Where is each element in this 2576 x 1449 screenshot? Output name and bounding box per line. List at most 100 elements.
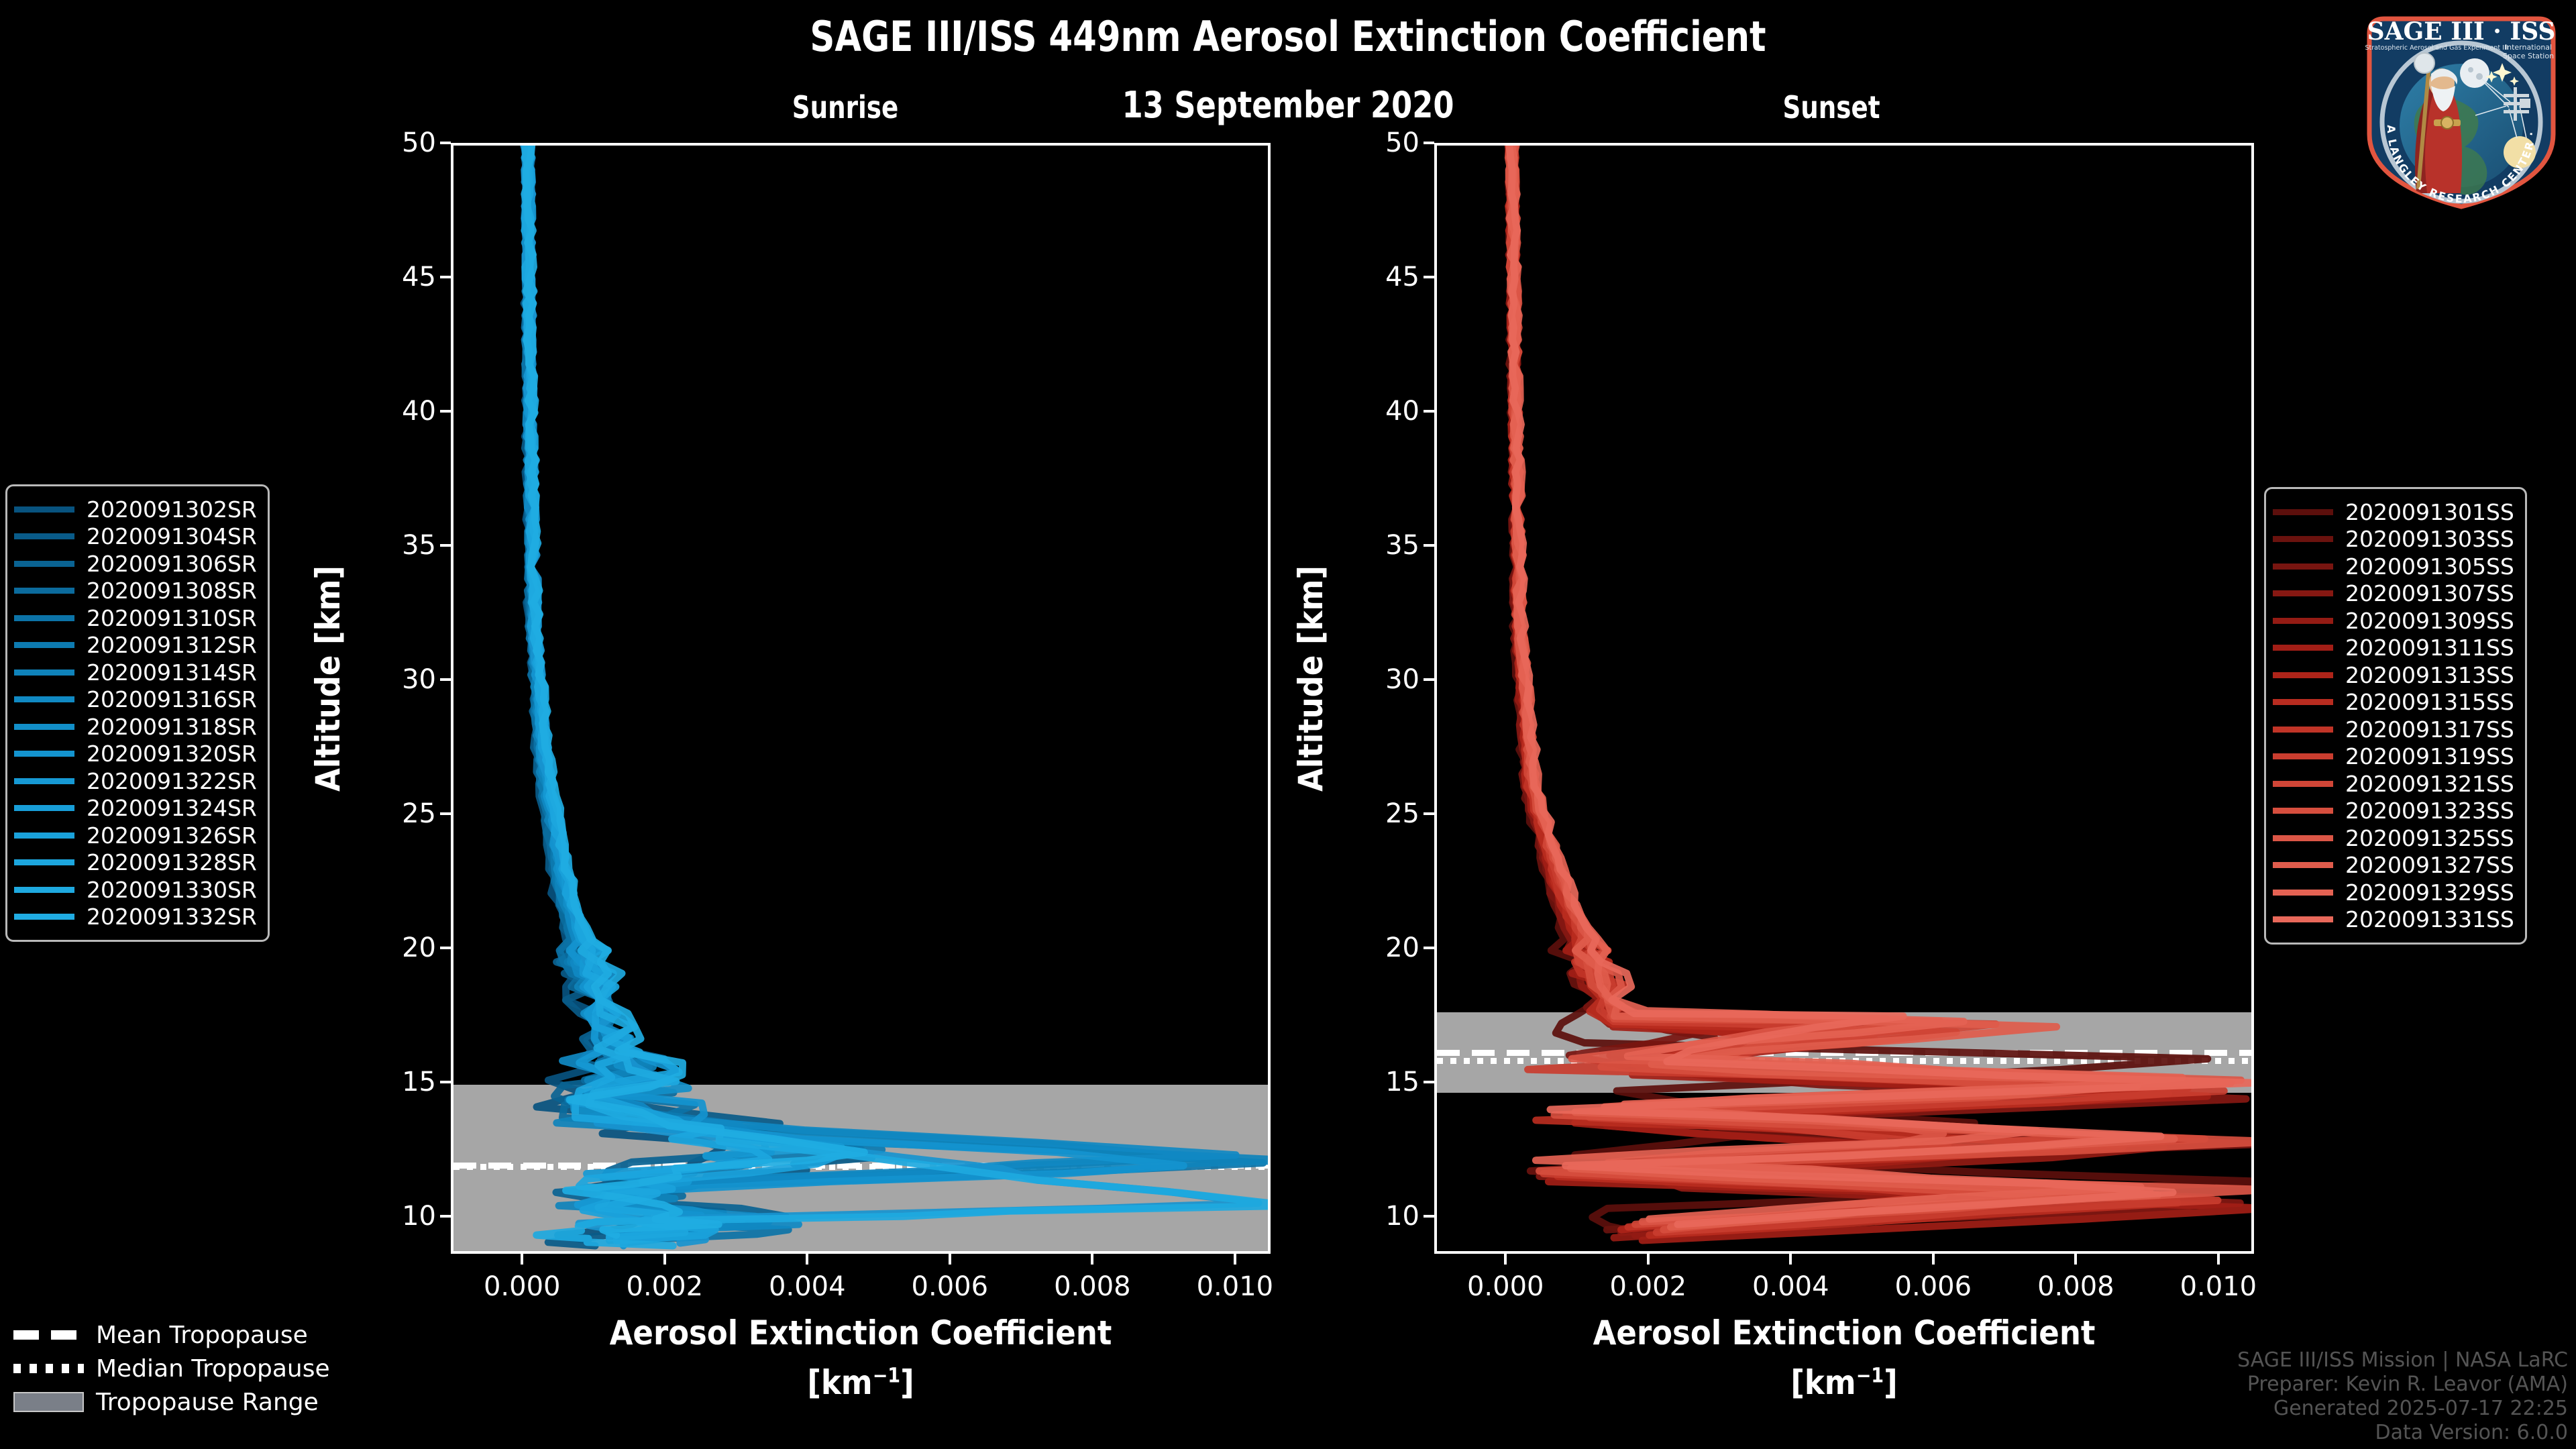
legend-item[interactable]: 2020091308SR (14, 578, 257, 605)
y-tick-mark (440, 947, 451, 949)
legend-item[interactable]: 2020091311SS (2273, 635, 2514, 662)
legend-item[interactable]: 2020091315SS (2273, 689, 2514, 716)
legend-color-swatch-icon (14, 642, 74, 649)
legend-item[interactable]: 2020091321SS (2273, 770, 2514, 798)
legend-item[interactable]: 2020091320SR (14, 741, 257, 768)
y-axis-label-sunset: Altitude [km] (1291, 566, 1330, 792)
legend-item[interactable]: 2020091309SS (2273, 607, 2514, 635)
y-tick-mark (440, 678, 451, 681)
y-tick-label: 25 (1385, 798, 1419, 829)
legend-item[interactable]: 2020091332SR (14, 904, 257, 931)
x-tick-mark (1646, 1254, 1650, 1265)
y-tick-label: 50 (402, 127, 436, 158)
y-tick-mark (1424, 678, 1434, 681)
legend-item[interactable]: 2020091325SS (2273, 824, 2514, 852)
legend-label: 2020091311SS (2345, 635, 2514, 661)
legend-item-tropopause-range: Tropopause Range (13, 1385, 330, 1419)
legend-item[interactable]: 2020091326SR (14, 822, 257, 849)
legend-item[interactable]: 2020091304SR (14, 523, 257, 551)
legend-item[interactable]: 2020091313SS (2273, 661, 2514, 689)
legend-label: 2020091319SS (2345, 743, 2514, 770)
y-tick-mark (440, 1081, 451, 1083)
legend-item[interactable]: 2020091306SR (14, 550, 257, 578)
y-tick-label: 15 (1385, 1067, 1419, 1097)
mean-tropopause-swatch-icon (13, 1330, 84, 1340)
legend-color-swatch-icon (2273, 835, 2333, 841)
legend-color-swatch-icon (2273, 508, 2333, 515)
y-tick-mark (1424, 812, 1434, 815)
y-tick-mark (1424, 142, 1434, 144)
legend-item[interactable]: 2020091314SR (14, 659, 257, 686)
x-axis-label-sunrise: Aerosol Extinction Coefficient [km−1] (609, 1313, 1112, 1402)
legend-color-swatch-icon (2273, 536, 2333, 543)
sage-iii-iss-logo-icon: SAGE III · ISS Stratospheric Aerosol and… (2351, 1, 2556, 209)
legend-color-swatch-icon (2273, 672, 2333, 678)
legend-label: 2020091318SR (87, 713, 257, 740)
legend-item[interactable]: 2020091330SR (14, 876, 257, 904)
legend-color-swatch-icon (2273, 889, 2333, 896)
legend-item[interactable]: 2020091324SR (14, 795, 257, 822)
legend-item[interactable]: 2020091307SS (2273, 580, 2514, 608)
legend-color-swatch-icon (2273, 617, 2333, 624)
legend-label: 2020091301SS (2345, 498, 2514, 525)
legend-color-swatch-icon (14, 506, 74, 513)
y-tick-mark (1424, 544, 1434, 547)
tropopause-range-swatch-icon (13, 1392, 84, 1412)
median-tropopause-line-sunrise (453, 1164, 1268, 1170)
legend-color-swatch-icon (14, 696, 74, 703)
legend-item[interactable]: 2020091310SR (14, 604, 257, 632)
legend-label: 2020091302SR (87, 496, 257, 523)
y-tick-label: 45 (1385, 262, 1419, 292)
legend-label: 2020091305SS (2345, 553, 2514, 580)
legend-item[interactable]: 2020091329SS (2273, 879, 2514, 906)
legend-item[interactable]: 2020091301SS (2273, 498, 2514, 526)
legend-label: 2020091325SS (2345, 824, 2514, 851)
legend-item[interactable]: 2020091322SR (14, 767, 257, 795)
credits-line-4: Data Version: 6.0.0 (2375, 1421, 2568, 1444)
y-tick-mark (440, 410, 451, 413)
legend-item[interactable]: 2020091317SS (2273, 716, 2514, 743)
legend-label: 2020091320SR (87, 741, 257, 767)
y-tick-label: 45 (402, 262, 436, 292)
legend-label: 2020091307SS (2345, 580, 2514, 607)
y-tick-label: 30 (402, 664, 436, 695)
legend-color-swatch-icon (2273, 699, 2333, 706)
y-tick-mark (440, 142, 451, 144)
legend-sunset[interactable]: 2020091301SS 2020091303SS 2020091305SS 2020… (2264, 487, 2527, 945)
legend-color-swatch-icon (2273, 780, 2333, 787)
legend-item[interactable]: 2020091327SS (2273, 852, 2514, 879)
y-tick-mark (1424, 276, 1434, 278)
legend-color-swatch-icon (2273, 862, 2333, 869)
y-tick-label: 15 (402, 1067, 436, 1097)
sunrise-profile-curves (520, 146, 1268, 1250)
legend-sunrise[interactable]: 2020091302SR 2020091304SR 2020091306SR 2020… (5, 484, 270, 942)
legend-label: 2020091332SR (87, 904, 257, 930)
legend-item[interactable]: 2020091305SS (2273, 553, 2514, 580)
legend-color-swatch-icon (2273, 645, 2333, 651)
x-axis-unit-sunset: [km−1] (1790, 1362, 1898, 1402)
legend-item[interactable]: 2020091303SS (2273, 526, 2514, 553)
legend-item[interactable]: 2020091328SR (14, 849, 257, 877)
x-tick-label: 0.004 (769, 1271, 846, 1302)
legend-label: 2020091314SR (87, 659, 257, 686)
x-tick-mark (1931, 1254, 1935, 1265)
legend-item[interactable]: 2020091316SR (14, 686, 257, 714)
legend-label: 2020091326SR (87, 822, 257, 849)
sunset-profile-curves (1504, 146, 2251, 1244)
legend-item[interactable]: 2020091319SS (2273, 743, 2514, 771)
legend-item[interactable]: 2020091331SS (2273, 906, 2514, 934)
legend-color-swatch-icon (2273, 753, 2333, 760)
legend-item-median-tropopause: Median Tropopause (13, 1352, 330, 1385)
x-axis-unit-sunrise: [km−1] (807, 1362, 914, 1402)
y-tick-label: 40 (1385, 396, 1419, 427)
profile-line (522, 146, 868, 1239)
legend-label: 2020091308SR (87, 578, 257, 604)
legend-item[interactable]: 2020091302SR (14, 496, 257, 523)
legend-label: 2020091328SR (87, 849, 257, 876)
logo-title: SAGE III · ISS (2367, 17, 2556, 46)
legend-item[interactable]: 2020091323SS (2273, 798, 2514, 825)
profile-line (1505, 146, 2251, 1228)
legend-item[interactable]: 2020091312SR (14, 632, 257, 659)
legend-item[interactable]: 2020091318SR (14, 713, 257, 741)
legend-color-swatch-icon (14, 669, 74, 676)
